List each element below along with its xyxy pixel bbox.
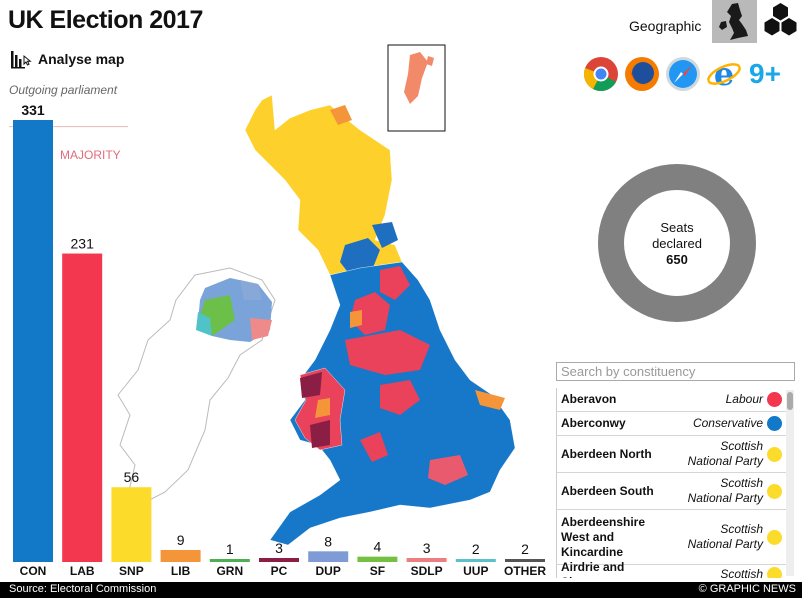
scrollbar-thumb[interactable] (787, 392, 793, 410)
bar-value-label: 9 (177, 532, 185, 548)
category-label: DUP (316, 564, 341, 578)
category-label: UUP (463, 564, 488, 578)
constituency-search-input[interactable] (556, 362, 795, 381)
constituency-name: Aberdeen South (561, 483, 654, 498)
svg-text:e: e (714, 56, 734, 92)
bar-grn[interactable] (209, 559, 250, 562)
party-info: Scottish National Party (673, 439, 782, 469)
bar-con[interactable] (13, 120, 53, 562)
footer: Source: Electoral Commission © GRAPHIC N… (0, 582, 802, 598)
hexagon-icon (764, 3, 797, 36)
bar-value-label: 331 (21, 102, 45, 118)
ie-icon: e (707, 56, 741, 92)
seats-declared-count: 650 (666, 252, 688, 267)
donut-ring (598, 164, 756, 322)
constituency-row[interactable]: Aberavon Labour (557, 388, 786, 412)
scotland[interactable] (244, 94, 403, 276)
page-title: UK Election 2017 (8, 6, 203, 34)
party-color-dot (767, 529, 782, 545)
party-color-dot (767, 567, 782, 578)
analyse-map-button[interactable]: Analyse map (10, 48, 124, 70)
bar-value-label: 1 (226, 541, 234, 557)
supported-browsers: e 9+ (583, 56, 781, 92)
party-info: Conservative (693, 416, 782, 431)
category-label: SDLP (411, 564, 443, 578)
party-color-dot (767, 446, 782, 462)
party-name: Scottish National Party (687, 439, 763, 468)
constituency-row[interactable]: Aberdeenshire West and Kincardine Scottis… (557, 510, 786, 565)
seats-declared-donut: Seats declared 650 (597, 163, 757, 323)
category-label: LAB (70, 564, 95, 578)
copyright: © GRAPHIC NEWS (698, 583, 796, 595)
view-mode-label: Geographic (629, 18, 702, 34)
bar-value-label: 2 (472, 541, 480, 557)
geographic-map-button[interactable] (712, 0, 757, 43)
bar-uup[interactable] (455, 559, 496, 562)
bar-value-label: 231 (71, 236, 95, 252)
party-name: Scottish (720, 567, 763, 578)
party-color-dot (767, 416, 782, 431)
category-label: GRN (216, 564, 243, 578)
constituency-name: Aberconwy (561, 416, 626, 430)
bar-snp[interactable] (111, 487, 152, 562)
uk-silhouette-icon (719, 3, 748, 40)
category-label: SNP (119, 564, 144, 578)
constituency-name: Airdrie and Shotts (561, 559, 625, 579)
party-color-dot (767, 392, 782, 407)
party-info: Scottish (720, 567, 782, 578)
party-name: Scottish National Party (687, 476, 763, 505)
constituency-name: Aberavon (561, 392, 617, 406)
constituency-row[interactable]: Aberdeen North Scottish National Party (557, 436, 786, 473)
bar-pc[interactable] (259, 557, 299, 562)
party-color-dot (767, 483, 782, 499)
firefox-icon (625, 57, 659, 91)
bar-value-label: 3 (423, 540, 431, 556)
uk-constituency-map[interactable] (0, 0, 560, 598)
bar-value-label: 3 (275, 540, 283, 556)
chrome-icon (583, 57, 618, 91)
bar-value-label: 2 (521, 541, 529, 557)
category-label: PC (271, 564, 288, 578)
category-label: CON (20, 564, 47, 578)
list-scrollbar[interactable] (786, 390, 794, 576)
bar-value-label: 4 (374, 539, 382, 555)
bar-value-label: 8 (324, 533, 332, 549)
safari-icon (666, 57, 700, 91)
bar-other[interactable] (505, 559, 545, 562)
constituency-row[interactable]: Airdrie and Shotts Scottish (557, 560, 786, 578)
bar-sf[interactable] (357, 556, 398, 562)
constituency-row[interactable]: Aberconwy Conservative (557, 412, 786, 436)
constituency-name: Aberdeenshire West and Kincardine (561, 514, 646, 559)
bar-value-label: 56 (124, 469, 140, 485)
constituency-list[interactable]: Aberavon Labour Aberconwy Conservative Aberd… (556, 388, 786, 578)
constituency-row[interactable]: Aberdeen South Scottish National Party (557, 473, 786, 510)
category-label: LIB (171, 564, 191, 578)
bar-lib[interactable] (160, 549, 201, 562)
party-name: Scottish National Party (687, 522, 763, 551)
outgoing-parliament-label: Outgoing parliament (9, 83, 118, 97)
party-info: Scottish National Party (673, 476, 782, 506)
seat-bar-chart: 331 CON 231 LAB 56 SNP 9 LIB 1 GRN 3 PC 8 DUP 4 SF 3 SDLP… (9, 102, 546, 578)
party-info: Scottish National Party (673, 522, 782, 552)
bar-lab[interactable] (62, 253, 103, 563)
party-info: Labour (726, 392, 782, 407)
bar-sdlp[interactable] (406, 557, 447, 562)
constituency-name: Aberdeen North (561, 446, 652, 461)
bar-chart-icon (11, 51, 32, 69)
seats-label-line1: Seats (660, 220, 694, 235)
bar-dup[interactable] (308, 551, 349, 562)
hexagon-map-button[interactable] (759, 0, 802, 43)
ie-version-label: 9+ (749, 58, 781, 89)
majority-label: MAJORITY (60, 148, 121, 162)
analyse-map-label: Analyse map (38, 51, 125, 67)
party-name: Labour (725, 392, 763, 406)
category-label: SF (370, 564, 385, 578)
category-label: OTHER (504, 564, 546, 578)
party-name: Conservative (692, 416, 763, 430)
seats-label-line2: declared (652, 236, 702, 251)
source-credit: Source: Electoral Commission (9, 583, 157, 595)
